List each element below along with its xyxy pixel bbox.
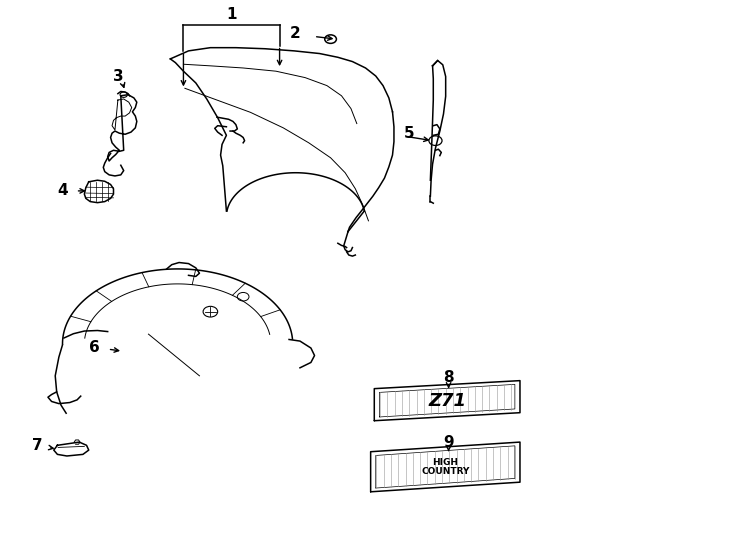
Text: HIGH
COUNTRY: HIGH COUNTRY (421, 457, 470, 476)
Text: 2: 2 (290, 26, 301, 41)
Text: 8: 8 (443, 370, 454, 386)
Text: 7: 7 (32, 438, 43, 453)
Text: 3: 3 (112, 69, 123, 84)
Text: 1: 1 (226, 7, 237, 22)
Text: 4: 4 (57, 184, 68, 198)
Text: 6: 6 (90, 340, 100, 355)
Text: 9: 9 (443, 435, 454, 450)
Text: Z71: Z71 (428, 392, 466, 410)
Text: 5: 5 (404, 126, 415, 141)
